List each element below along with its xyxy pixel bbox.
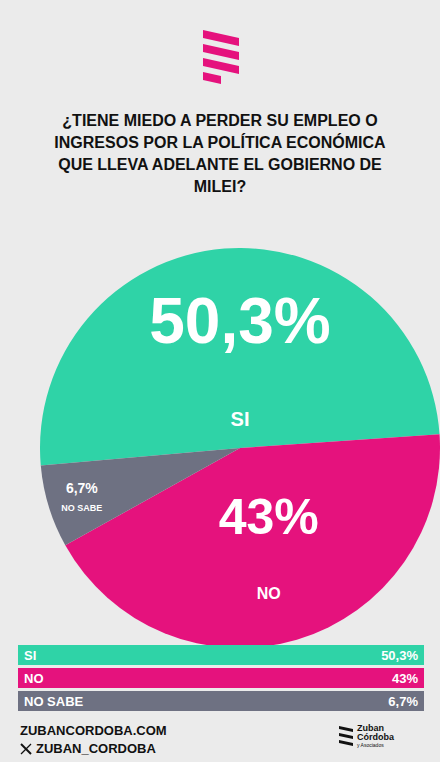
html-text:ZUBAN_CORDOBA: ZUBAN_CORDOBA [36, 741, 156, 756]
html-text:y Asociados: y Asociados [357, 742, 384, 748]
html-text:NO SABE: NO SABE [24, 693, 84, 709]
html-text:SI: SI [24, 647, 37, 663]
html-text:50,3%: 50,3% [381, 647, 418, 663]
html-text:43%: 43% [392, 670, 418, 686]
html-text:6,7%: 6,7% [388, 693, 418, 709]
svg-text:6,7%NO SABE: 6,7%NO SABE [61, 480, 102, 513]
html-text:NO: NO [24, 670, 44, 686]
svg-text:50,3%SI: 50,3%SI [149, 285, 330, 430]
html-text:Zuban: Zuban [357, 723, 384, 733]
svg-text:43%NO: 43%NO [219, 489, 319, 602]
html-text:¿TIENE MIEDO A PERDER SU EMPLE: ¿TIENE MIEDO A PERDER SU EMPLEO O INGRES… [54, 112, 386, 195]
html-text:ZUBANCORDOBA.COM: ZUBANCORDOBA.COM [20, 723, 167, 738]
html-text:Córdoba: Córdoba [357, 732, 394, 742]
